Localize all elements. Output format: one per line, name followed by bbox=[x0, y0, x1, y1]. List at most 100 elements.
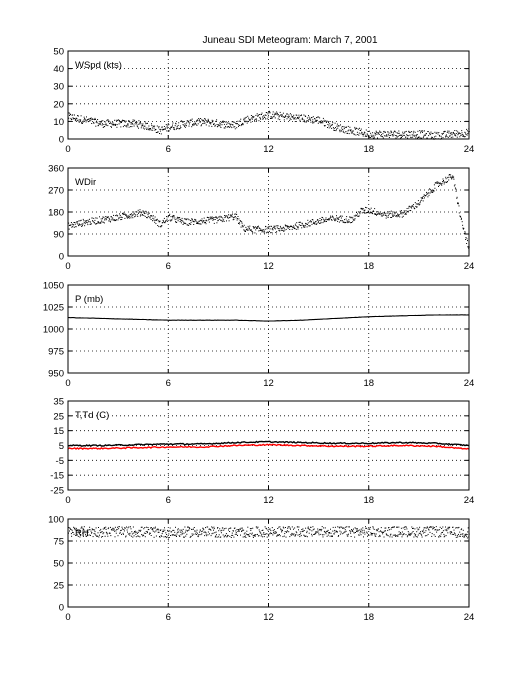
data-point bbox=[204, 118, 206, 120]
data-point bbox=[80, 115, 82, 117]
data-point bbox=[245, 231, 246, 232]
y-tick-label: 100 bbox=[48, 515, 64, 526]
data-point bbox=[204, 118, 206, 120]
data-point bbox=[412, 136, 414, 138]
data-point bbox=[274, 114, 275, 116]
data-point bbox=[206, 220, 208, 222]
data-point bbox=[112, 527, 114, 529]
data-point bbox=[158, 531, 160, 533]
data-point bbox=[122, 212, 123, 214]
data-point bbox=[129, 122, 131, 124]
data-point bbox=[424, 195, 426, 196]
data-point bbox=[170, 216, 172, 218]
data-point bbox=[454, 134, 456, 136]
data-point bbox=[426, 133, 427, 135]
data-point bbox=[270, 225, 272, 227]
data-point bbox=[104, 528, 106, 530]
data-point bbox=[147, 527, 149, 528]
data-point bbox=[78, 531, 80, 533]
data-point bbox=[400, 212, 402, 214]
data-point bbox=[405, 526, 407, 528]
data-point bbox=[417, 534, 419, 536]
data-point bbox=[109, 219, 111, 221]
data-point bbox=[76, 221, 78, 223]
data-point bbox=[204, 535, 206, 537]
data-point bbox=[434, 535, 436, 537]
data-point bbox=[256, 526, 258, 528]
data-point bbox=[128, 120, 130, 121]
data-point bbox=[169, 527, 171, 529]
data-point bbox=[220, 530, 222, 532]
data-point bbox=[436, 529, 438, 531]
data-point bbox=[186, 218, 188, 220]
data-point bbox=[322, 222, 324, 224]
data-point bbox=[251, 231, 253, 233]
data-point bbox=[448, 179, 450, 181]
data-point bbox=[158, 127, 160, 129]
data-point bbox=[467, 531, 469, 533]
data-point bbox=[123, 213, 125, 215]
data-point bbox=[383, 530, 385, 532]
data-point bbox=[313, 223, 315, 224]
data-point bbox=[137, 535, 139, 537]
data-point bbox=[163, 221, 165, 223]
data-point bbox=[114, 530, 115, 532]
data-point bbox=[365, 526, 366, 528]
data-point bbox=[122, 533, 124, 535]
data-point bbox=[448, 528, 450, 530]
data-point bbox=[264, 117, 266, 118]
data-point bbox=[288, 226, 290, 228]
data-point bbox=[124, 120, 126, 122]
data-point bbox=[133, 535, 135, 537]
data-point bbox=[163, 129, 164, 131]
data-point bbox=[404, 526, 405, 528]
data-point bbox=[214, 219, 216, 220]
y-tick-label: 950 bbox=[48, 369, 64, 380]
data-point bbox=[294, 527, 296, 529]
data-point bbox=[292, 117, 294, 119]
data-point bbox=[409, 131, 411, 133]
data-point bbox=[188, 223, 190, 225]
data-point bbox=[85, 221, 87, 223]
data-point bbox=[280, 227, 282, 229]
data-point bbox=[449, 132, 451, 134]
data-point bbox=[82, 122, 83, 124]
data-point bbox=[195, 220, 197, 222]
data-point bbox=[458, 205, 460, 207]
data-point bbox=[242, 226, 244, 228]
data-point bbox=[458, 132, 460, 134]
data-point bbox=[227, 217, 229, 219]
data-point bbox=[323, 220, 325, 222]
data-point bbox=[253, 116, 255, 118]
data-point bbox=[277, 528, 279, 529]
data-point bbox=[259, 117, 261, 119]
data-point bbox=[72, 117, 74, 119]
data-point bbox=[90, 118, 91, 119]
data-point bbox=[342, 527, 344, 529]
data-point bbox=[231, 127, 233, 129]
data-point bbox=[182, 224, 184, 225]
data-point bbox=[173, 529, 175, 531]
data-point bbox=[461, 130, 463, 132]
data-point bbox=[162, 529, 164, 531]
data-point bbox=[214, 532, 216, 534]
data-point bbox=[421, 137, 423, 139]
data-point bbox=[169, 213, 171, 215]
data-point bbox=[81, 526, 83, 528]
x-tick-label: 0 bbox=[65, 612, 70, 623]
figure-title: Juneau SDI Meteogram: March 7, 2001 bbox=[202, 35, 378, 46]
data-point bbox=[424, 535, 426, 537]
data-point bbox=[88, 119, 90, 120]
data-point bbox=[188, 123, 190, 125]
data-point bbox=[424, 531, 426, 533]
data-point bbox=[208, 125, 210, 127]
x-tick-label: 6 bbox=[166, 261, 171, 272]
data-point bbox=[337, 526, 339, 528]
data-point bbox=[359, 127, 360, 129]
data-point bbox=[431, 533, 433, 535]
data-point bbox=[87, 531, 88, 533]
data-point bbox=[360, 207, 362, 209]
data-point bbox=[275, 225, 277, 227]
x-tick-label: 6 bbox=[166, 144, 171, 155]
data-point bbox=[237, 530, 239, 532]
